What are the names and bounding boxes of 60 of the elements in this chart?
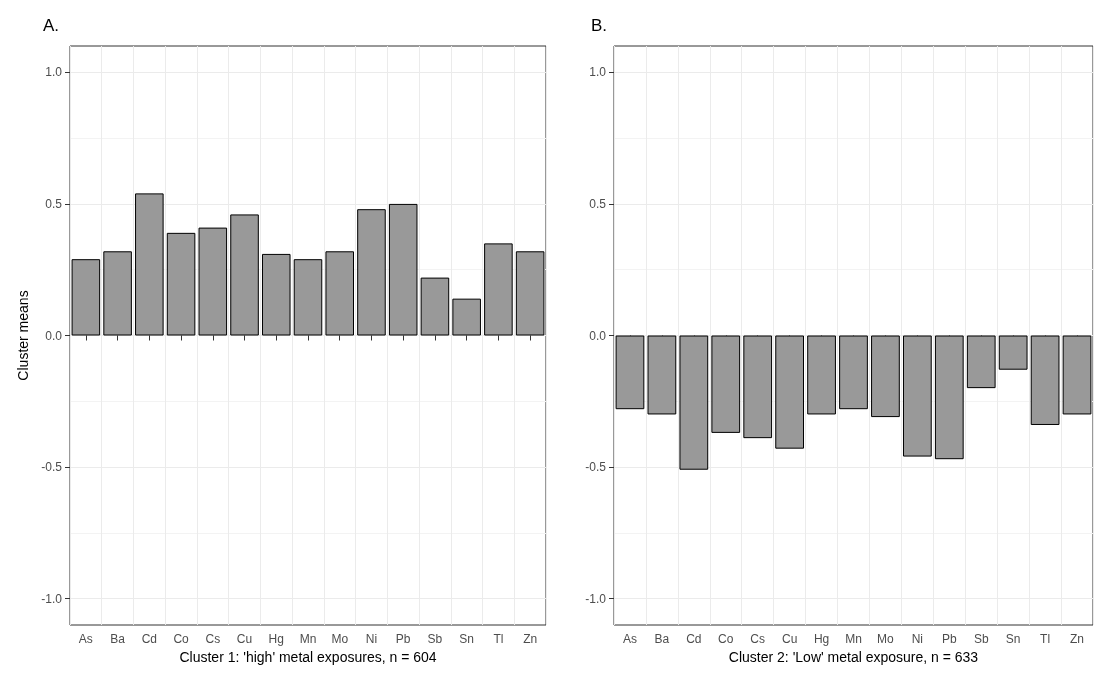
x-tick-label: Cu <box>781 632 798 646</box>
y-axis-title: Cluster means <box>15 290 31 381</box>
x-tick-label: Ni <box>911 632 924 646</box>
y-tick-label: -0.5 <box>41 460 63 475</box>
x-tick-label: Mn <box>299 632 317 646</box>
x-tick-label: Ni <box>365 632 378 646</box>
y-tick-label: 0.5 <box>45 196 63 211</box>
y-tick-label: 1.0 <box>589 65 607 80</box>
bar <box>357 209 386 336</box>
x-tick-label: Hg <box>813 632 830 646</box>
x-tick-label: Pb <box>395 632 411 646</box>
x-tick-label: Sb <box>973 632 989 646</box>
y-tick-label: 1.0 <box>45 65 63 80</box>
x-tick-label: Mo <box>331 632 349 646</box>
bar <box>452 298 481 336</box>
x-tick-label: Sn <box>459 632 475 646</box>
x-tick-label: Zn <box>1070 632 1085 646</box>
x-tick-label: Co <box>173 632 190 646</box>
y-tick-label: 0.5 <box>589 196 607 211</box>
x-tick-label: As <box>78 632 93 646</box>
x-tick-label: Ba <box>110 632 126 646</box>
bar <box>388 203 418 336</box>
bar <box>325 251 355 336</box>
bar <box>293 259 323 336</box>
x-tick-label: Sn <box>1005 632 1021 646</box>
x-tick-label: Hg <box>268 632 284 646</box>
x-tick-label: As <box>622 632 637 646</box>
bar <box>230 214 259 336</box>
bar <box>166 232 196 336</box>
x-tick-label: Cd <box>686 632 702 646</box>
bar <box>420 277 450 336</box>
bar <box>515 251 545 336</box>
bar <box>261 253 291 336</box>
x-tick-label: Cu <box>236 632 253 646</box>
x-axis-title: Cluster 1: 'high' metal exposures, n = 604 <box>179 648 437 665</box>
x-tick-label: Co <box>718 632 734 646</box>
x-tick-label: Mn <box>845 632 862 646</box>
bar <box>198 227 228 336</box>
x-tick-label: Cs <box>205 632 221 646</box>
x-tick-label: Pb <box>941 632 957 646</box>
chart-title: A. <box>43 16 60 35</box>
x-tick-label: Ba <box>654 632 670 646</box>
x-axis-title: Cluster 2: 'Low' metal exposure, n = 633 <box>728 648 979 665</box>
x-tick-label: Tl <box>493 632 504 646</box>
x-tick-label: Mo <box>877 632 895 646</box>
y-tick-label: -0.5 <box>585 460 607 475</box>
y-tick-label: 0.0 <box>45 328 63 343</box>
y-tick-label: -1.0 <box>585 591 607 606</box>
bar <box>103 251 132 336</box>
x-tick-label: Sb <box>427 632 443 646</box>
y-tick-label: -1.0 <box>41 591 63 606</box>
chart-title: B. <box>591 16 608 35</box>
bar <box>135 193 164 336</box>
x-tick-label: Cs <box>750 632 766 646</box>
y-tick-label: 0.0 <box>589 328 607 343</box>
x-tick-label: Tl <box>1040 632 1051 646</box>
x-tick-label: Zn <box>523 632 538 646</box>
bar <box>71 259 101 336</box>
x-tick-label: Cd <box>141 632 158 646</box>
bar <box>484 243 513 336</box>
